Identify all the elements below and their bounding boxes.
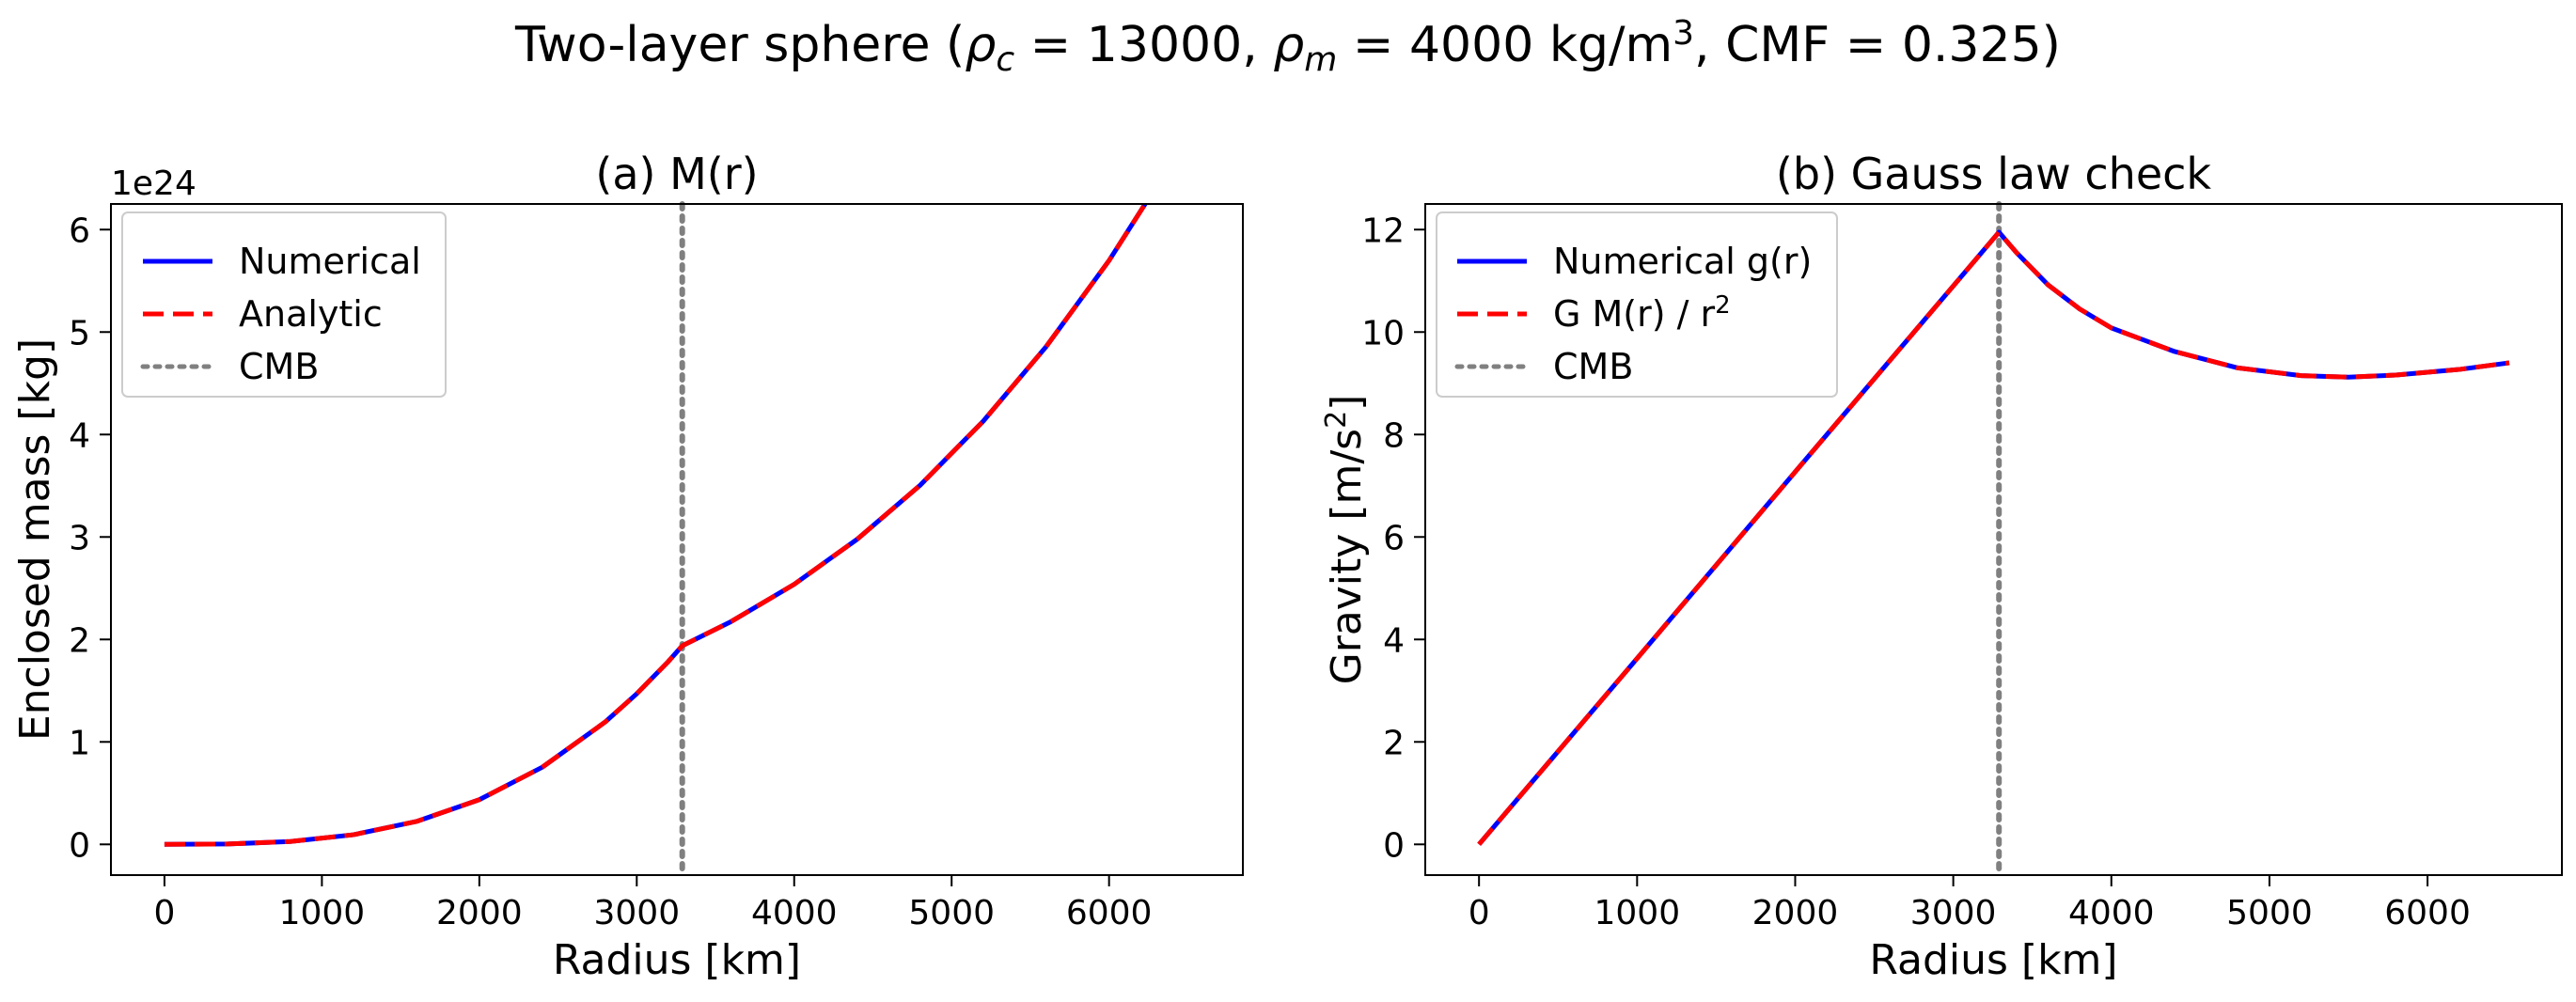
- legend-label: CMB: [1553, 346, 1633, 387]
- series-line-analytic: [1477, 229, 2510, 846]
- x-tick-label: 4000: [2068, 894, 2155, 932]
- y-tick-label: 0: [1383, 826, 1405, 865]
- legend-label: Numerical: [239, 241, 421, 282]
- x-tick-label: 0: [153, 894, 175, 932]
- y-axis-label: Gravity [m/s2]: [1320, 395, 1371, 685]
- y-tick-label: 6: [69, 211, 90, 250]
- legend-label: G M(r) / r2: [1553, 291, 1731, 335]
- chart-title: (a) M(r): [595, 149, 758, 199]
- series-line-analytic: [164, 204, 1148, 847]
- x-tick-label: 1000: [279, 894, 366, 932]
- y-tick-label: 6: [1383, 519, 1405, 557]
- legend-label: Analytic: [239, 293, 383, 335]
- chart-title: (b) Gauss law check: [1776, 149, 2212, 199]
- x-tick-label: 6000: [2384, 894, 2471, 932]
- y-tick-label: 4: [1383, 621, 1405, 660]
- y-tick-label: 0: [69, 826, 90, 865]
- x-tick-label: 5000: [908, 894, 995, 932]
- axes-frame: [110, 203, 1244, 876]
- x-tick-label: 1000: [1594, 894, 1681, 932]
- x-tick-label: 2000: [1752, 894, 1839, 932]
- x-tick-label: 3000: [1910, 894, 1997, 932]
- x-tick-label: 3000: [593, 894, 680, 932]
- x-tick-label: 6000: [1066, 894, 1153, 932]
- legend-label: Numerical g(r): [1553, 241, 1812, 282]
- x-tick-label: 4000: [751, 894, 838, 932]
- legend: Numerical g(r) G M(r) / r2 CMB: [1436, 211, 1838, 398]
- y-tick-label: 5: [69, 314, 90, 352]
- panel-gravity-chart: (b) Gauss law check 0 1000 2000 3000 4000 5000…: [1320, 149, 2563, 984]
- panel-mass-chart: (a) M(r) 0 1000 2000 3000 4000 5000 6000 0 1 2 3 4 5 6…: [11, 149, 1244, 984]
- y-tick-label: 2: [69, 621, 90, 660]
- y-tick-label: 10: [1361, 314, 1405, 352]
- y-tick-label: 8: [1383, 416, 1405, 455]
- y-tick-label: 2: [1383, 724, 1405, 762]
- y-tick-label: 4: [69, 416, 90, 455]
- x-axis-label: Radius [km]: [553, 936, 801, 984]
- x-axis-label: Radius [km]: [1869, 936, 2117, 984]
- y-tick-label: 1: [69, 724, 90, 762]
- y-tick-label: 12: [1361, 211, 1405, 250]
- legend-box: [121, 211, 447, 398]
- legend-box: [1436, 211, 1838, 398]
- axes-frame: [1424, 203, 2563, 876]
- y-offset-text: 1e24: [111, 164, 196, 203]
- y-axis-label: Enclosed mass [kg]: [11, 338, 59, 741]
- x-tick-label: 2000: [436, 894, 523, 932]
- x-tick-label: 5000: [2226, 894, 2313, 932]
- x-tick-label: 0: [1469, 894, 1490, 932]
- y-tick-label: 3: [69, 519, 90, 557]
- legend: Numerical Analytic CMB: [121, 211, 447, 398]
- legend-label: CMB: [239, 346, 319, 387]
- figure-suptitle: Two-layer sphere (ρc = 13000, ρm = 4000 …: [514, 14, 2061, 79]
